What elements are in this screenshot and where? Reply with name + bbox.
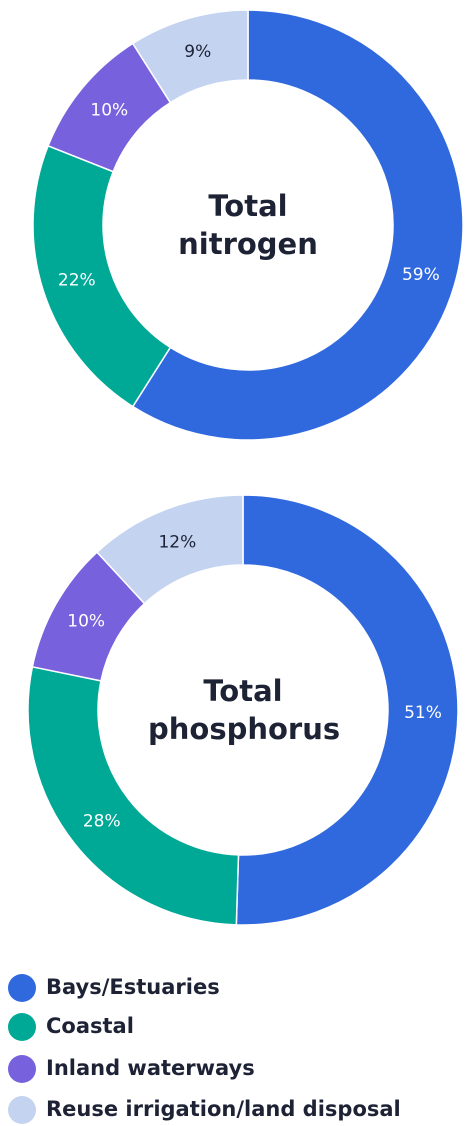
legend-label: Reuse irrigation/land disposal	[46, 1097, 401, 1121]
donut-segment	[32, 144, 172, 408]
legend-swatch	[8, 1055, 36, 1083]
segment-label: 22%	[58, 271, 96, 291]
donut-segment	[131, 9, 249, 104]
legend-label: Coastal	[46, 1014, 134, 1038]
legend-swatch	[8, 1013, 36, 1041]
segment-label: 12%	[158, 532, 196, 552]
chart-title: Total phosphorus	[148, 674, 341, 746]
legend-swatch	[8, 1096, 36, 1124]
legend-label: Bays/Estuaries	[46, 975, 220, 999]
donut-segment	[95, 494, 244, 605]
segment-label: 51%	[404, 703, 442, 723]
donut-segment	[131, 9, 464, 441]
segment-label: 10%	[90, 100, 128, 120]
chart-title: Total nitrogen	[178, 189, 318, 261]
segment-label: 28%	[83, 812, 121, 832]
donut-segment	[235, 494, 459, 926]
segment-label: 59%	[402, 265, 440, 285]
donut-segment	[27, 665, 240, 926]
segment-label: 10%	[67, 612, 105, 632]
legend-label: Inland waterways	[46, 1056, 255, 1080]
segment-label: 9%	[184, 42, 211, 62]
legend-swatch	[8, 974, 36, 1002]
